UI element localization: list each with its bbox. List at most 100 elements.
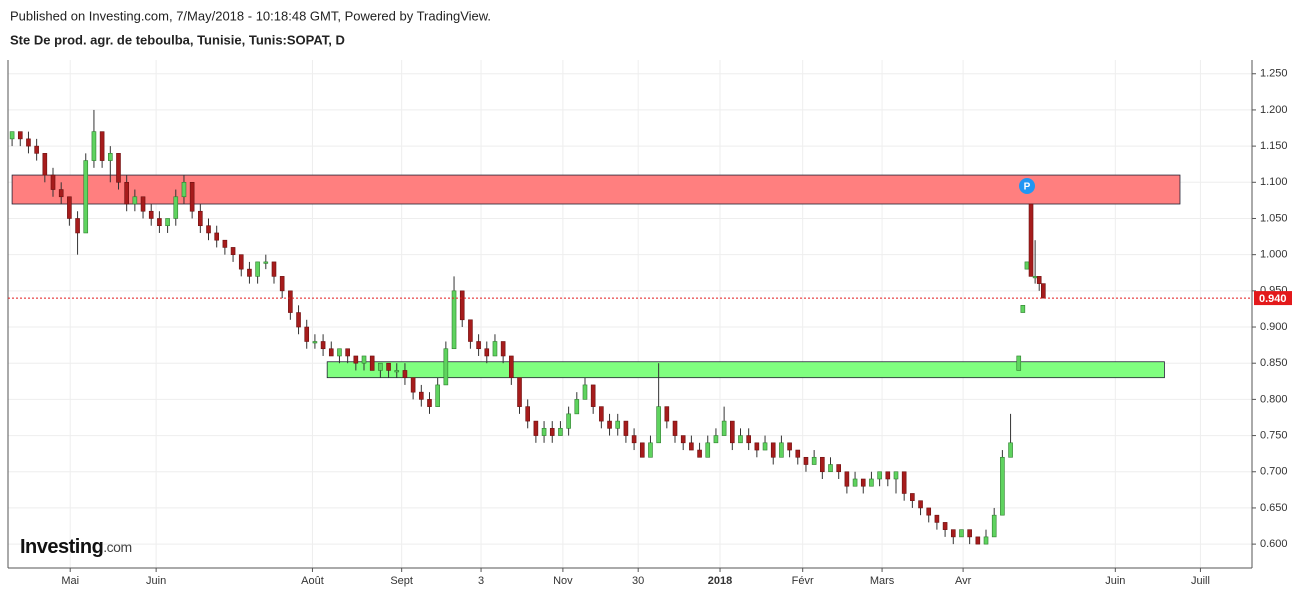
- candle-body: [590, 384, 596, 407]
- x-tick-label: Mars: [870, 575, 895, 587]
- candle-body: [91, 131, 97, 161]
- candle-body: [288, 290, 293, 313]
- candle-body: [558, 428, 563, 436]
- candle-body: [124, 181, 129, 205]
- candle-body: [770, 442, 776, 458]
- candle-body: [99, 131, 105, 161]
- candle-body: [1008, 442, 1013, 458]
- candle-body: [615, 420, 621, 429]
- candle-body: [689, 442, 694, 451]
- candle-body: [950, 529, 956, 538]
- candle-body: [983, 536, 989, 545]
- candle-body: [918, 500, 923, 509]
- y-tick-label: 1.050: [1260, 212, 1288, 224]
- candle-body: [779, 442, 784, 458]
- candle-body: [459, 290, 465, 321]
- event-marker-label: P: [1024, 182, 1031, 193]
- y-tick-label: 1.150: [1260, 140, 1288, 152]
- candle-body: [443, 348, 449, 386]
- candle-body: [148, 210, 154, 219]
- candle-body: [492, 341, 498, 357]
- candle-body: [738, 435, 743, 444]
- candle-body: [108, 153, 113, 161]
- y-tick-label: 0.700: [1260, 466, 1288, 478]
- candle-body: [713, 435, 719, 444]
- source-line: Published on Investing.com, 7/May/2018 -…: [10, 8, 491, 23]
- candle-body: [517, 377, 522, 407]
- candle-body: [885, 471, 891, 480]
- candle-body: [656, 406, 661, 444]
- candle-body: [762, 442, 768, 451]
- candle-body: [83, 160, 89, 234]
- candle-body: [181, 181, 187, 198]
- y-tick-label: 1.250: [1260, 68, 1288, 80]
- candle-body: [1032, 276, 1038, 279]
- candle-body: [206, 225, 211, 234]
- candle-body: [279, 276, 285, 292]
- x-tick-label: Nov: [553, 575, 573, 587]
- candle-body: [345, 348, 350, 357]
- x-tick-label: 3: [478, 575, 484, 587]
- candle-body: [1020, 305, 1026, 313]
- event-marker[interactable]: [1019, 178, 1035, 194]
- plot-area: [8, 60, 1252, 568]
- candle-body: [639, 442, 645, 458]
- candle-body: [500, 341, 506, 357]
- y-tick-label: 0.900: [1260, 321, 1288, 333]
- candle-body: [1028, 203, 1034, 277]
- y-tick-label: 1.200: [1260, 104, 1288, 116]
- candle-body: [328, 348, 334, 357]
- x-tick-label: Juill: [1191, 575, 1210, 587]
- candle-body: [787, 442, 792, 451]
- candle-body: [1000, 456, 1005, 516]
- candle-body: [67, 196, 72, 219]
- candle-body: [623, 420, 629, 436]
- candle-body: [795, 449, 801, 458]
- candle-body: [238, 254, 244, 270]
- candle-body: [378, 362, 383, 371]
- candle-body: [1036, 276, 1042, 284]
- candle-body: [541, 428, 547, 436]
- candle-body: [631, 435, 637, 444]
- candle-body: [836, 464, 841, 473]
- x-tick-label: Juin: [146, 575, 166, 587]
- x-tick-label: Août: [301, 575, 324, 587]
- last-price-box: [1254, 291, 1292, 306]
- logo-suffix: .com: [103, 539, 131, 555]
- logo-name: Investing: [20, 536, 103, 558]
- candle-body: [893, 471, 899, 480]
- candle-body: [672, 420, 678, 436]
- candle-body: [353, 355, 359, 364]
- candle-body: [435, 384, 440, 407]
- candle-body: [34, 145, 39, 154]
- candle-body: [901, 471, 907, 494]
- candle-body: [1024, 261, 1030, 270]
- candle-body: [320, 341, 326, 350]
- candle-body: [533, 420, 539, 436]
- candle-body: [942, 522, 948, 530]
- y-tick-label: 0.800: [1260, 393, 1288, 405]
- x-tick-label: Avr: [955, 575, 972, 587]
- candle-body: [26, 138, 31, 147]
- candle-body: [811, 456, 817, 465]
- x-tick-label: Sept: [390, 575, 413, 587]
- candle-body: [132, 196, 138, 205]
- candle-body: [337, 348, 342, 357]
- candle-body: [664, 406, 670, 422]
- candle-body: [549, 428, 555, 436]
- candle-body: [525, 406, 530, 422]
- candle-body: [402, 370, 408, 378]
- candle-body: [746, 435, 751, 444]
- candle-body: [410, 377, 416, 393]
- candle-body: [680, 435, 686, 444]
- candle-body: [255, 261, 260, 277]
- candle-body: [959, 529, 964, 538]
- candle-body: [9, 131, 15, 140]
- candle-body: [820, 456, 825, 473]
- candle-body: [991, 514, 997, 538]
- candle-body: [975, 536, 981, 545]
- candle-body: [648, 442, 653, 458]
- candle-body: [369, 355, 375, 371]
- candle-body: [484, 348, 490, 357]
- logo: Investing.com: [20, 536, 132, 558]
